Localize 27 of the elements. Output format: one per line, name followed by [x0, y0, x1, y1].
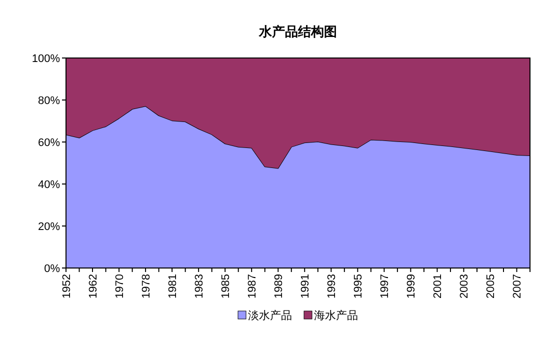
x-tick-label: 1981	[167, 274, 180, 298]
y-tick-label: 60%	[38, 137, 60, 149]
y-tick-label: 40%	[38, 179, 60, 191]
x-tick-label: 1978	[140, 274, 153, 298]
y-tick-label: 20%	[38, 221, 60, 233]
legend-label: 海水产品	[314, 309, 358, 322]
x-tick-label: 1952	[61, 274, 73, 298]
x-tick-label: 2003	[458, 274, 471, 298]
x-tick-label: 1987	[246, 274, 259, 298]
legend-label: 淡水产品	[248, 309, 292, 322]
x-tick-label: 1970	[114, 274, 126, 298]
x-tick-label: 1991	[300, 274, 312, 298]
x-tick-label: 2007	[512, 274, 524, 298]
y-tick-label: 0%	[44, 263, 60, 275]
x-tick-label: 1993	[326, 274, 338, 298]
x-tick-label: 2001	[432, 274, 444, 298]
x-tick-label: 2005	[485, 274, 498, 298]
x-tick-label: 1962	[88, 274, 100, 298]
x-tick-label: 1995	[352, 274, 365, 298]
x-tick-label: 1985	[220, 274, 232, 298]
x-tick-label: 1999	[406, 274, 418, 298]
y-tick-label: 80%	[38, 95, 60, 107]
chart-title: 水产品结构图	[258, 24, 337, 39]
x-tick-label: 1983	[194, 274, 206, 298]
x-tick-label: 1989	[273, 274, 286, 298]
y-tick-label: 100%	[32, 53, 60, 65]
x-tick-label: 1997	[379, 274, 392, 298]
